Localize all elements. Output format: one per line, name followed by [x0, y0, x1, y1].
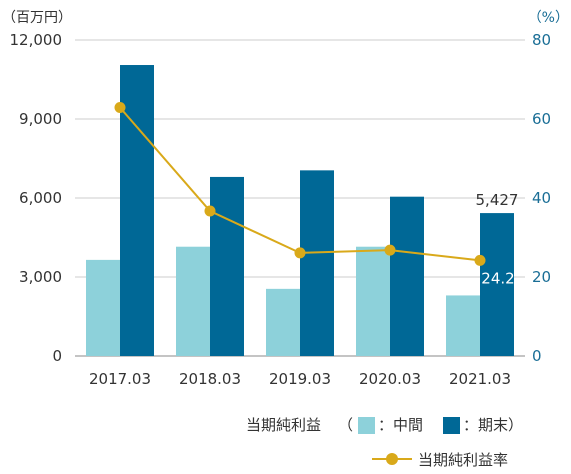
legend-period-end-label: ：期末）	[463, 416, 523, 434]
right-tick-label: 80	[532, 31, 551, 49]
left-tick-label: 0	[52, 347, 62, 365]
left-axis-unit: （百万円）	[2, 10, 72, 26]
bar-interim-2018.03	[176, 246, 210, 356]
right-axis-unit: （%）	[528, 10, 569, 26]
category-label: 2018.03	[179, 370, 241, 388]
right-axis-ticks: 0 20 40 60 80	[532, 31, 551, 365]
left-axis-ticks: 0 3,000 6,000 9,000 12,000	[10, 31, 63, 365]
legend-bars: 当期純利益 （ ：中間 ：期末）	[246, 416, 523, 434]
category-label: 2021.03	[449, 370, 511, 388]
legend-group-label: 当期純利益	[246, 416, 321, 434]
data-label-2021-rate: 24.2	[481, 269, 514, 287]
legend-line-label: 当期純利益率	[418, 451, 508, 469]
profit-rate-point-2017.03	[114, 102, 126, 114]
bar-interim-2019.03	[266, 288, 300, 356]
bar-period-end-2018.03	[210, 176, 244, 356]
category-labels: 2017.03 2018.03 2019.03 2020.03 2021.03	[89, 370, 511, 388]
profit-rate-point-2020.03	[384, 244, 396, 256]
right-tick-label: 40	[532, 189, 551, 207]
bar-interim-2020.03	[356, 246, 390, 356]
right-tick-label: 0	[532, 347, 542, 365]
bar-period-end-2021.03	[480, 213, 514, 356]
category-label: 2019.03	[269, 370, 331, 388]
bar-interim-2021.03	[446, 295, 480, 356]
left-tick-label: 3,000	[19, 268, 62, 286]
left-tick-label: 12,000	[10, 31, 63, 49]
bars	[86, 65, 514, 357]
bar-interim-2017.03	[86, 259, 120, 356]
legend-line-marker	[386, 453, 398, 465]
legend-open-paren: （	[338, 416, 353, 434]
left-tick-label: 9,000	[19, 110, 62, 128]
right-tick-label: 60	[532, 110, 551, 128]
legend-swatch-interim	[358, 417, 375, 434]
profit-rate-line	[114, 102, 486, 266]
category-label: 2017.03	[89, 370, 151, 388]
profit-rate-point-2021.03	[474, 254, 486, 266]
right-tick-label: 20	[532, 268, 551, 286]
profit-rate-point-2019.03	[294, 247, 306, 259]
bar-period-end-2020.03	[390, 196, 424, 356]
legend-interim-label: ：中間	[378, 416, 423, 434]
category-label: 2020.03	[359, 370, 421, 388]
legend-swatch-period-end	[443, 417, 460, 434]
bar-period-end-2019.03	[300, 170, 334, 356]
legend-line: 当期純利益率	[372, 451, 508, 469]
data-label-2021-period-end: 5,427	[476, 191, 519, 209]
left-tick-label: 6,000	[19, 189, 62, 207]
profit-rate-point-2018.03	[204, 205, 216, 217]
